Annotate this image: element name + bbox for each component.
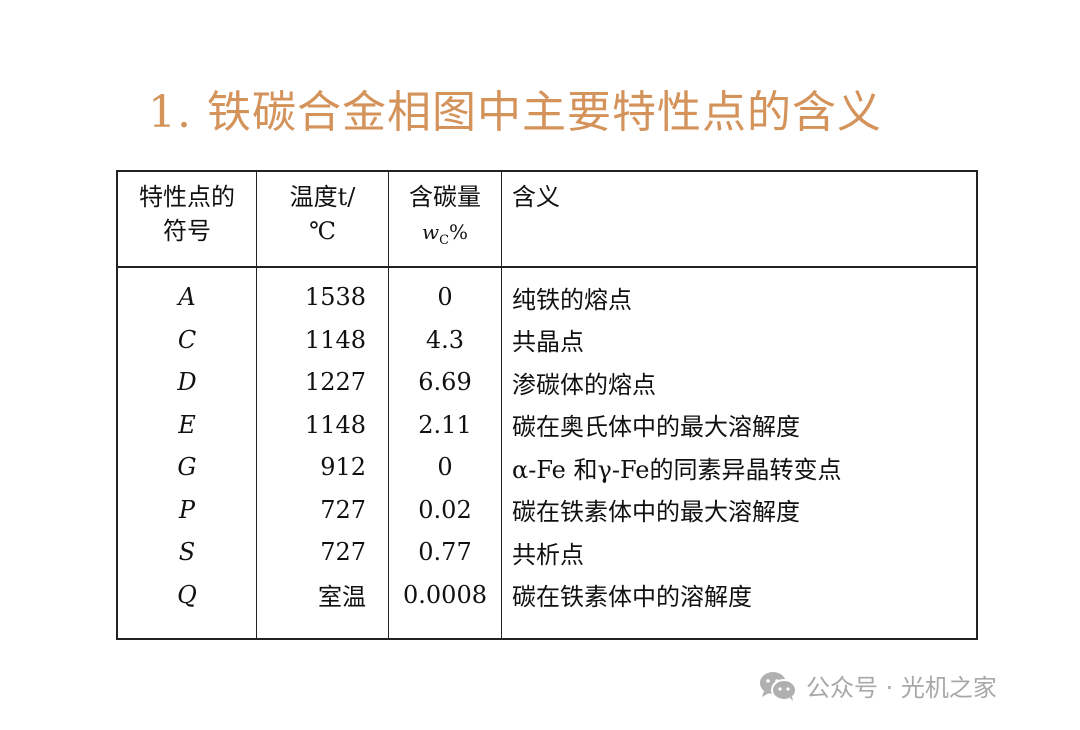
header-temp-line1: 温度t/ bbox=[289, 183, 356, 211]
cell-symbol: E bbox=[178, 410, 196, 439]
table-row: S 727 0.77 共析点 bbox=[117, 531, 977, 574]
table-row: E 1148 2.11 碳在奥氏体中的最大溶解度 bbox=[117, 403, 977, 446]
cell-meaning: 纯铁的熔点 bbox=[501, 267, 977, 319]
cell-meaning: 共晶点 bbox=[501, 318, 977, 361]
carbon-percent: % bbox=[449, 220, 469, 244]
watermark-text: 公众号 · 光机之家 bbox=[806, 674, 997, 702]
cell-temp: 1148 bbox=[256, 403, 389, 446]
cell-meaning: 碳在铁素体中的最大溶解度 bbox=[501, 488, 977, 531]
cell-symbol: A bbox=[178, 283, 196, 312]
cell-carbon: 0.77 bbox=[388, 531, 502, 574]
header-symbol-line2: 符号 bbox=[163, 217, 211, 245]
spacer-cell bbox=[256, 616, 389, 639]
header-temp-line2: ℃ bbox=[309, 217, 336, 245]
header-symbol: 特性点的 符号 bbox=[117, 171, 257, 268]
cell-meaning: 碳在奥氏体中的最大溶解度 bbox=[501, 403, 977, 446]
page-title: 1. 铁碳合金相图中主要特性点的含义 bbox=[148, 87, 882, 138]
cell-carbon: 0 bbox=[388, 446, 502, 489]
header-carbon: 含碳量 wC% bbox=[388, 171, 502, 268]
header-carbon-line1: 含碳量 bbox=[409, 183, 481, 211]
cell-symbol: Q bbox=[177, 580, 197, 609]
table-row: D 1227 6.69 渗碳体的熔点 bbox=[117, 361, 977, 404]
header-temperature: 温度t/ ℃ bbox=[256, 171, 389, 268]
cell-symbol: P bbox=[178, 495, 196, 524]
cell-temp: 912 bbox=[256, 446, 389, 489]
cell-carbon: 2.11 bbox=[388, 403, 502, 446]
cell-temp: 室温 bbox=[256, 573, 389, 616]
characteristic-points-table: 特性点的 符号 温度t/℃ 含碳量 wC% 含义 A 1538 0 纯铁的熔点 C 1148 4… bbox=[116, 170, 978, 640]
cell-symbol: G bbox=[177, 453, 197, 482]
header-meaning: 含义 bbox=[501, 171, 977, 268]
table-row: P 727 0.02 碳在铁素体中的最大溶解度 bbox=[117, 488, 977, 531]
carbon-sub: C bbox=[439, 233, 450, 248]
header-carbon-unit: wC% bbox=[421, 220, 469, 248]
table-row: Q 室温 0.0008 碳在铁素体中的溶解度 bbox=[117, 573, 977, 616]
wechat-icon bbox=[760, 671, 797, 701]
table-header-row: 特性点的符号 温度t/ ℃ 含碳量 wC% 含义 bbox=[117, 171, 977, 268]
cell-carbon: 0 bbox=[388, 267, 502, 319]
cell-symbol: D bbox=[177, 368, 197, 397]
cell-symbol: C bbox=[177, 325, 197, 354]
table-row: A 1538 0 纯铁的熔点 bbox=[117, 267, 977, 319]
carbon-var: w bbox=[421, 220, 440, 244]
table-spacer-row bbox=[117, 616, 977, 639]
cell-temp: 727 bbox=[256, 488, 389, 531]
cell-carbon: 4.3 bbox=[388, 318, 502, 361]
cell-carbon: 6.69 bbox=[388, 361, 502, 404]
cell-temp: 1227 bbox=[256, 361, 389, 404]
cell-carbon: 0.02 bbox=[388, 488, 502, 531]
spacer-cell bbox=[388, 616, 502, 639]
cell-carbon: 0.0008 bbox=[388, 573, 502, 616]
watermark: 公众号 · 光机之家 bbox=[758, 668, 997, 703]
spacer-cell bbox=[501, 616, 977, 639]
table-row: C 1148 4.3 共晶点 bbox=[117, 318, 977, 361]
header-symbol-line1: 特性点的 bbox=[139, 183, 235, 211]
cell-meaning: α-Fe 和γ-Fe的同素异晶转变点 bbox=[501, 446, 977, 489]
spacer-cell bbox=[117, 616, 257, 639]
table-row: G 912 0 α-Fe 和γ-Fe的同素异晶转变点 bbox=[117, 446, 977, 489]
cell-meaning: 共析点 bbox=[501, 531, 977, 574]
cell-temp: 1538 bbox=[256, 267, 389, 319]
cell-meaning: 渗碳体的熔点 bbox=[501, 361, 977, 404]
cell-meaning: 碳在铁素体中的溶解度 bbox=[501, 573, 977, 616]
cell-temp: 1148 bbox=[256, 318, 389, 361]
cell-temp: 727 bbox=[256, 531, 389, 574]
cell-symbol: S bbox=[178, 538, 196, 567]
